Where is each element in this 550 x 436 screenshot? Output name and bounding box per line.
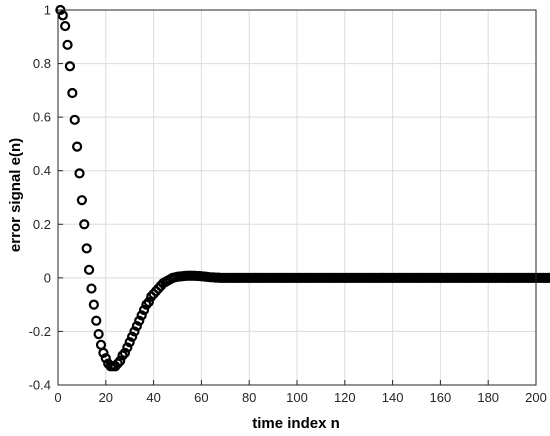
data-point [115,355,126,366]
y-tick-label: 0 [44,270,51,285]
data-point [129,326,140,337]
y-tick-label: 0.8 [33,56,51,71]
x-tick-label: 20 [99,390,113,405]
data-point [91,315,102,326]
tick-marks [57,9,537,386]
data-point [143,296,154,308]
data-point [69,114,80,125]
data-point [79,219,90,230]
data-point [122,342,133,353]
data-point [547,273,550,283]
x-tick-label: 0 [54,390,61,405]
x-tick-label: 120 [334,390,356,405]
y-tick-label: 0.2 [33,217,51,232]
x-tick-label: 80 [242,390,256,405]
data-point [119,347,131,358]
data-point [88,299,99,310]
data-point [93,329,104,340]
y-axis-label: error signal e(n) [7,138,24,252]
data-point [131,320,142,332]
y-tick-label: 0.4 [33,163,51,178]
data-point [81,243,92,254]
data-point [64,61,76,72]
data-point [124,337,135,348]
data-point [57,10,68,21]
x-tick-label: 60 [194,390,208,405]
y-tick-label: -0.4 [29,378,51,393]
data-point [67,87,78,99]
data-point [134,315,145,326]
x-tick-label: 180 [477,390,499,405]
x-tick-label: 100 [286,390,308,405]
y-tick-labels: -0.4 -0.2 0 0.2 0.4 0.6 0.8 1 [29,3,51,393]
data-point [74,168,85,179]
data-point [76,195,88,206]
data-point [72,141,83,152]
y-tick-label: 1 [44,3,51,18]
data-point [126,331,138,342]
x-tick-label: 40 [146,390,160,405]
data-point [62,39,73,50]
y-tick-label: -0.2 [29,324,51,339]
data-point [98,347,109,358]
data-markers [55,4,550,372]
data-point [545,272,550,283]
data-point [60,20,71,32]
x-tick-label: 160 [430,390,452,405]
data-point [86,283,97,294]
x-axis-label: time index n [252,415,340,432]
x-tick-labels: 0 20 40 60 80 100 120 140 160 180 200 [54,390,546,405]
y-tick-label: 0.6 [33,110,51,125]
x-tick-label: 140 [382,390,404,405]
x-tick-label: 200 [525,390,547,405]
data-point [83,264,95,275]
data-point [138,304,150,316]
data-point [136,310,147,321]
data-point [100,353,111,364]
